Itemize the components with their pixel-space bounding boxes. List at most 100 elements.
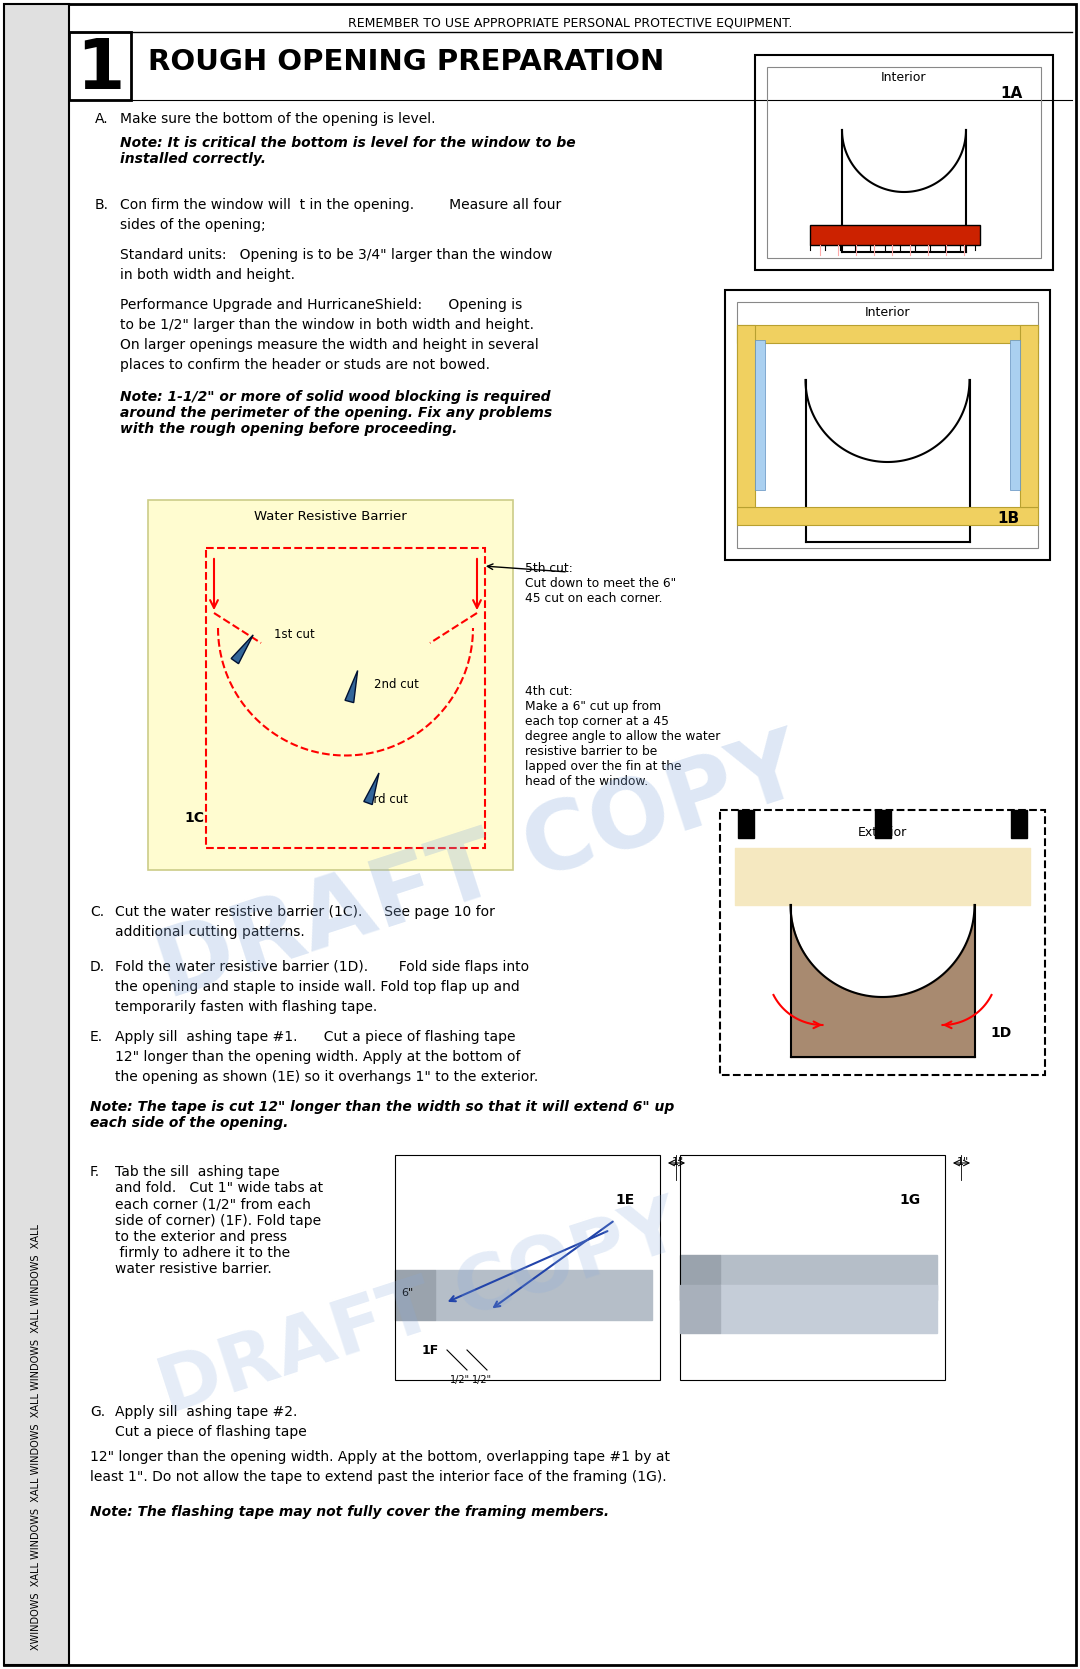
Circle shape bbox=[887, 227, 903, 244]
Bar bbox=[725, 290, 1050, 561]
Polygon shape bbox=[680, 1155, 945, 1180]
Text: 1G: 1G bbox=[900, 1193, 920, 1207]
Polygon shape bbox=[231, 634, 253, 664]
Bar bbox=[1010, 340, 1020, 491]
Circle shape bbox=[973, 1005, 1029, 1061]
Bar bbox=[738, 809, 754, 838]
Bar bbox=[767, 67, 1041, 259]
Text: WATER RESISTIVE BARRIER: WATER RESISTIVE BARRIER bbox=[314, 768, 377, 860]
Bar bbox=[737, 302, 1038, 547]
Text: 6": 6" bbox=[401, 1288, 414, 1298]
Text: ROUGH OPENING PREPARATION: ROUGH OPENING PREPARATION bbox=[148, 48, 664, 77]
Bar bbox=[680, 1155, 945, 1380]
Text: WATER RESISTIVE BARRIER: WATER RESISTIVE BARRIER bbox=[314, 819, 377, 913]
Text: On larger openings measure the width and height in several: On larger openings measure the width and… bbox=[120, 339, 539, 352]
Text: G.: G. bbox=[90, 1405, 105, 1419]
Text: 3rd cut: 3rd cut bbox=[365, 793, 407, 806]
Text: 12" longer than the opening width. Apply at the bottom, overlapping tape #1 by a: 12" longer than the opening width. Apply… bbox=[90, 1450, 670, 1464]
Text: 5th cut:
Cut down to meet the 6"
45 cut on each corner.: 5th cut: Cut down to meet the 6" 45 cut … bbox=[525, 562, 676, 604]
Bar bbox=[737, 325, 1038, 344]
Bar bbox=[206, 547, 485, 848]
Polygon shape bbox=[680, 1285, 720, 1334]
Polygon shape bbox=[395, 1155, 660, 1180]
Text: 1C: 1C bbox=[184, 811, 204, 824]
Text: 1B: 1B bbox=[997, 511, 1020, 526]
Polygon shape bbox=[725, 290, 1050, 561]
Bar bbox=[737, 325, 755, 507]
Text: D.: D. bbox=[90, 960, 105, 975]
Text: Water Resistive Barrier: Water Resistive Barrier bbox=[254, 511, 407, 522]
Text: 12" longer than the opening width. Apply at the bottom of: 12" longer than the opening width. Apply… bbox=[114, 1050, 521, 1065]
Bar bbox=[395, 1155, 660, 1380]
Text: Make sure the bottom of the opening is level.: Make sure the bottom of the opening is l… bbox=[120, 112, 435, 125]
Text: F.: F. bbox=[90, 1165, 100, 1178]
Text: Note: 1-1/2" or more of solid wood blocking is required
around the perimeter of : Note: 1-1/2" or more of solid wood block… bbox=[120, 391, 552, 436]
Bar bbox=[1020, 325, 1038, 507]
Text: 1st cut: 1st cut bbox=[274, 628, 314, 641]
Text: to be 1/2" larger than the window in both width and height.: to be 1/2" larger than the window in bot… bbox=[120, 319, 534, 332]
Text: the opening and staple to inside wall. Fold top flap up and: the opening and staple to inside wall. F… bbox=[114, 980, 519, 995]
Polygon shape bbox=[735, 848, 1030, 1056]
Text: Standard units:   Opening is to be 3/4" larger than the window: Standard units: Opening is to be 3/4" la… bbox=[120, 249, 552, 262]
Text: Tab the sill  ashing tape
and fold.   Cut 1" wide tabs at
each corner (1/2" from: Tab the sill ashing tape and fold. Cut 1… bbox=[114, 1165, 323, 1277]
Text: in both width and height.: in both width and height. bbox=[120, 269, 295, 282]
Text: WATER RESISTIVE BARRIER: WATER RESISTIVE BARRIER bbox=[314, 613, 377, 704]
Text: WATER RESISTIVE BARRIER: WATER RESISTIVE BARRIER bbox=[314, 559, 377, 653]
Text: DRAFT COPY: DRAFT COPY bbox=[150, 1190, 690, 1429]
Text: the opening as shown (1E) so it overhangs 1" to the exterior.: the opening as shown (1E) so it overhang… bbox=[114, 1070, 538, 1083]
Polygon shape bbox=[720, 1255, 937, 1300]
Bar bbox=[737, 507, 1038, 526]
Text: Apply sill  ashing tape #2.: Apply sill ashing tape #2. bbox=[114, 1405, 297, 1419]
Text: REMEMBER TO USE APPROPRIATE PERSONAL PROTECTIVE EQUIPMENT.: REMEMBER TO USE APPROPRIATE PERSONAL PRO… bbox=[348, 17, 793, 28]
Bar bbox=[755, 340, 765, 491]
Text: 1": 1" bbox=[957, 1157, 969, 1167]
Text: Cut the water resistive barrier (1C).     See page 10 for: Cut the water resistive barrier (1C). Se… bbox=[114, 905, 495, 920]
Text: Cut a piece of flashing tape: Cut a piece of flashing tape bbox=[114, 1425, 307, 1439]
Circle shape bbox=[168, 793, 220, 845]
Text: 1/2": 1/2" bbox=[472, 1375, 492, 1385]
Polygon shape bbox=[720, 1155, 945, 1350]
Text: least 1". Do not allow the tape to extend past the interior face of the framing : least 1". Do not allow the tape to exten… bbox=[90, 1470, 666, 1484]
Text: Note: It is critical the bottom is level for the window to be
installed correctl: Note: It is critical the bottom is level… bbox=[120, 135, 576, 167]
Text: 1/2": 1/2" bbox=[450, 1375, 470, 1385]
Polygon shape bbox=[395, 1155, 435, 1375]
Text: 4th cut:
Make a 6" cut up from
each top corner at a 45
degree angle to allow the: 4th cut: Make a 6" cut up from each top … bbox=[525, 684, 720, 788]
Bar bbox=[875, 809, 891, 838]
Text: Con firm the window will  t in the opening.        Measure all four: Con firm the window will t in the openin… bbox=[120, 199, 562, 212]
Polygon shape bbox=[755, 55, 1053, 270]
Text: temporarily fasten with flashing tape.: temporarily fasten with flashing tape. bbox=[114, 1000, 377, 1015]
Text: XWINDOWS  XALL WINDOWS  XALL WINDOWS  XALL WINDOWS  XALL WINDOWS  XALL: XWINDOWS XALL WINDOWS XALL WINDOWS XALL … bbox=[31, 1223, 41, 1651]
Text: 1E: 1E bbox=[616, 1193, 635, 1207]
Text: WATER RESISTIVE BARRIER: WATER RESISTIVE BARRIER bbox=[314, 716, 377, 808]
Text: Performance Upgrade and HurricaneShield:      Opening is: Performance Upgrade and HurricaneShield:… bbox=[120, 299, 523, 312]
Text: DRAFT COPY: DRAFT COPY bbox=[146, 723, 814, 1018]
Text: Fold the water resistive barrier (1D).       Fold side flaps into: Fold the water resistive barrier (1D). F… bbox=[114, 960, 529, 975]
Text: 1D: 1D bbox=[990, 1026, 1012, 1040]
Bar bbox=[148, 501, 513, 870]
Polygon shape bbox=[364, 773, 379, 804]
Polygon shape bbox=[720, 1285, 937, 1334]
Text: Note: The tape is cut 12" longer than the width so that it will extend 6" up
eac: Note: The tape is cut 12" longer than th… bbox=[90, 1100, 674, 1130]
Polygon shape bbox=[345, 671, 357, 703]
Bar bbox=[755, 55, 1053, 270]
Circle shape bbox=[406, 1325, 454, 1374]
Bar bbox=[810, 225, 980, 245]
Text: 2nd cut: 2nd cut bbox=[374, 678, 418, 691]
Circle shape bbox=[985, 67, 1037, 118]
Text: B.: B. bbox=[95, 199, 109, 212]
Text: Interior: Interior bbox=[881, 72, 927, 83]
Text: C.: C. bbox=[90, 905, 104, 920]
Polygon shape bbox=[435, 1155, 660, 1350]
Bar bbox=[4, 3, 69, 1666]
Bar bbox=[720, 809, 1045, 1075]
Circle shape bbox=[980, 491, 1036, 546]
Bar bbox=[69, 32, 131, 100]
Text: places to confirm the header or studs are not bowed.: places to confirm the header or studs ar… bbox=[120, 357, 490, 372]
Bar bbox=[1011, 809, 1027, 838]
Text: additional cutting patterns.: additional cutting patterns. bbox=[114, 925, 305, 940]
Text: Exterior: Exterior bbox=[858, 826, 907, 840]
Text: Apply sill  ashing tape #1.      Cut a piece of flashing tape: Apply sill ashing tape #1. Cut a piece o… bbox=[114, 1030, 515, 1045]
Text: Interior: Interior bbox=[865, 305, 910, 319]
Polygon shape bbox=[395, 1270, 435, 1320]
Text: A.: A. bbox=[95, 112, 109, 125]
